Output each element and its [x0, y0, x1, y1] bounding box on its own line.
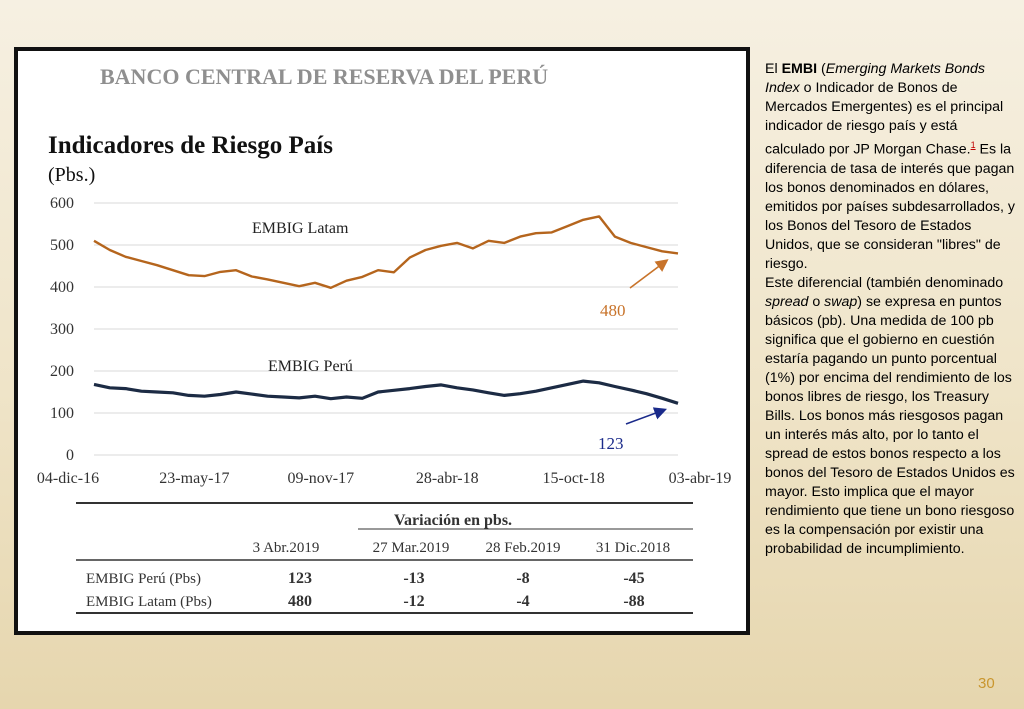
x-tick-label: 15-oct-18	[542, 470, 604, 487]
y-tick-label: 500	[50, 237, 74, 254]
text-run: Emerging Markets Bonds Index	[765, 61, 985, 96]
text-run: o Indicador de Bonos de Mercados Emergen…	[765, 80, 1004, 158]
table-row-latam-label: EMBIG Latam (Pbs)	[86, 594, 212, 610]
table-cell: -12	[403, 593, 424, 610]
text-run: o	[808, 293, 825, 310]
table-col-28feb: 28 Feb.2019	[486, 540, 561, 556]
table-cell: 123	[288, 570, 312, 587]
text-run: EMBI	[781, 61, 818, 77]
table-cell: -88	[623, 593, 644, 610]
x-tick-label: 23-may-17	[159, 470, 229, 487]
variation-header: Variación en pbs.	[394, 512, 512, 529]
y-tick-label: 600	[50, 195, 74, 212]
y-axis-ticks: 600 500 400 300 200 100 0	[50, 195, 74, 464]
chart-figure: BANCO CENTRAL DE RESERVA DEL PERÚ Indica…	[14, 47, 750, 635]
y-tick-label: 200	[50, 363, 74, 380]
series-label-peru: EMBIG Perú	[268, 358, 353, 375]
footnote-link[interactable]: 1	[970, 140, 976, 150]
text-run: swap	[824, 293, 858, 310]
table-cell: -45	[623, 570, 644, 587]
table-cell: -4	[516, 593, 529, 610]
table-row-peru-label: EMBIG Perú (Pbs)	[86, 571, 201, 587]
latam-end-value: 480	[600, 301, 626, 320]
series-line-peru	[93, 379, 679, 405]
riesgo-pais-chart: BANCO CENTRAL DE RESERVA DEL PERÚ Indica…	[37, 64, 731, 614]
explanation-paragraph-1: El EMBI (Emerging Markets Bonds Index o …	[765, 60, 1015, 274]
x-tick-label: 03-abr-19	[669, 470, 732, 487]
table-cell: 480	[288, 593, 312, 610]
chart-subtitle: (Pbs.)	[48, 164, 95, 186]
y-tick-label: 100	[50, 405, 74, 422]
explanation-paragraph-2: Este diferencial (también denominado spr…	[765, 274, 1015, 559]
table-col-3abr: 3 Abr.2019	[253, 540, 320, 556]
series-lines	[93, 215, 679, 405]
series-line-latam	[93, 215, 679, 290]
x-axis-ticks: 04-dic-16 23-may-17 09-nov-17 28-abr-18 15-o…	[37, 470, 731, 487]
table-col-31dic: 31 Dic.2018	[596, 540, 670, 556]
x-tick-label: 28-abr-18	[416, 470, 479, 487]
y-tick-label: 0	[66, 447, 74, 464]
y-tick-label: 300	[50, 321, 74, 338]
peru-arrow	[625, 407, 668, 425]
text-run: Es la diferencia de tasa de interés que …	[765, 141, 1015, 272]
chart-title: Indicadores de Riesgo País	[48, 132, 333, 159]
table-col-27mar: 27 Mar.2019	[373, 540, 450, 556]
chart-header: BANCO CENTRAL DE RESERVA DEL PERÚ	[100, 64, 548, 89]
text-run: ) se expresa en puntos básicos (pb). Una…	[765, 293, 1015, 557]
text-run: El	[765, 61, 782, 77]
text-run: (	[817, 61, 826, 77]
text-run: spread	[765, 293, 809, 310]
x-tick-label: 09-nov-17	[287, 470, 354, 487]
series-label-latam: EMBIG Latam	[252, 220, 349, 237]
text-run: Este diferencial (también denominado	[765, 274, 1004, 291]
grid-lines	[94, 202, 678, 456]
variation-table: Variación en pbs. 3 Abr.2019 27 Mar.2019…	[76, 502, 693, 614]
peru-end-value: 123	[598, 434, 624, 453]
page-number: 30	[978, 675, 995, 692]
latam-arrow	[629, 259, 669, 289]
y-tick-label: 400	[50, 279, 74, 296]
explanation-text: El EMBI (Emerging Markets Bonds Index o …	[765, 60, 1015, 559]
table-cell: -8	[516, 570, 529, 587]
table-cell: -13	[403, 570, 424, 587]
x-tick-label: 04-dic-16	[37, 470, 99, 487]
